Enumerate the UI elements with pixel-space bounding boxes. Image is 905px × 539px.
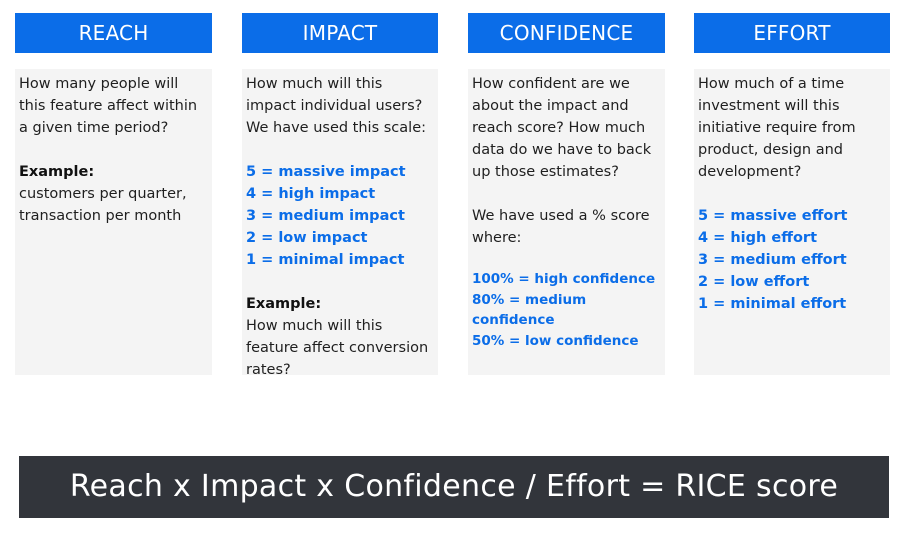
confidence-column: CONFIDENCE How confident are we about th… xyxy=(468,13,665,375)
effort-card: How much of a time investment will this … xyxy=(694,69,890,375)
reach-column: REACH How many people will this feature … xyxy=(15,13,212,375)
confidence-scale-item: 50% = low confidence xyxy=(472,332,639,349)
impact-scale-item: 2 = low impact xyxy=(246,230,368,246)
effort-scale-item: 3 = medium effort xyxy=(698,252,847,268)
confidence-scale-item: 80% = medium confidence xyxy=(472,291,587,329)
confidence-header: CONFIDENCE xyxy=(468,13,665,53)
impact-scale-item: 4 = high impact xyxy=(246,186,376,202)
rice-formula-banner: Reach x Impact x Confidence / Effort = R… xyxy=(19,456,889,518)
impact-scale-list: 5 = massive impact 4 = high impact 3 = m… xyxy=(246,161,434,271)
reach-example-label: Example: xyxy=(19,164,95,180)
confidence-question: How confident are we about the impact an… xyxy=(472,76,652,180)
effort-scale-item: 5 = massive effort xyxy=(698,208,848,224)
confidence-scale-list: 100% = high confidence 80% = medium conf… xyxy=(472,269,661,351)
impact-scale-item: 1 = minimal impact xyxy=(246,252,405,268)
impact-column: IMPACT How much will this impact individ… xyxy=(242,13,438,378)
impact-example-label: Example: xyxy=(246,296,322,312)
reach-header: REACH xyxy=(15,13,212,53)
effort-header: EFFORT xyxy=(694,13,890,53)
effort-scale-list: 5 = massive effort 4 = high effort 3 = m… xyxy=(698,205,886,315)
impact-scale-item: 3 = medium impact xyxy=(246,208,405,224)
impact-example-text: How much will this feature affect conver… xyxy=(246,318,429,378)
effort-column: EFFORT How much of a time investment wil… xyxy=(694,13,890,375)
effort-question: How much of a time investment will this … xyxy=(698,76,856,180)
effort-scale-item: 1 = minimal effort xyxy=(698,296,847,312)
reach-example-text: customers per quarter, transaction per m… xyxy=(19,186,187,224)
reach-question: How many people will this feature affect… xyxy=(19,76,198,136)
confidence-scale-item: 100% = high confidence xyxy=(472,271,656,287)
impact-scale-item: 5 = massive impact xyxy=(246,164,406,180)
reach-card: How many people will this feature affect… xyxy=(15,69,212,375)
impact-header: IMPACT xyxy=(242,13,438,53)
effort-scale-item: 4 = high effort xyxy=(698,230,818,246)
impact-question: How much will this impact individual use… xyxy=(246,76,426,136)
effort-scale-item: 2 = low effort xyxy=(698,274,810,290)
confidence-score-intro: We have used a % score where: xyxy=(472,208,650,246)
confidence-card: How confident are we about the impact an… xyxy=(468,69,665,375)
impact-card: How much will this impact individual use… xyxy=(242,69,438,378)
